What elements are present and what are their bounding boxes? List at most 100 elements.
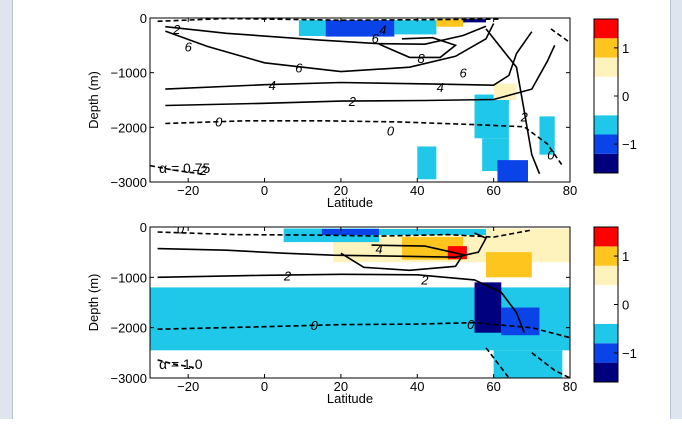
colorbar-swatch xyxy=(594,362,618,382)
contour-line xyxy=(165,120,564,167)
x-axis-label: Latitude xyxy=(327,391,373,406)
contour-label: 6 xyxy=(372,31,380,46)
contour-line xyxy=(157,18,502,23)
colorbar-swatch xyxy=(594,304,618,324)
x-tick-label: 60 xyxy=(486,183,500,198)
x-tick-label: 20 xyxy=(334,379,348,394)
contour-label: 0 xyxy=(467,317,475,332)
shaded-cell xyxy=(298,20,326,37)
shaded-cell xyxy=(493,350,563,378)
contour-line xyxy=(165,25,487,46)
contour-line xyxy=(165,44,556,107)
colorbar: −1 0 1 xyxy=(593,226,637,383)
x-axis-label: Latitude xyxy=(327,195,373,210)
shaded-cell xyxy=(321,229,380,236)
contour-label: 4 xyxy=(375,242,382,257)
axes-box xyxy=(149,17,571,183)
shaded-cell xyxy=(394,20,437,35)
shaded-cell xyxy=(379,229,486,236)
colorbar-swatch xyxy=(594,246,618,266)
x-tick-label: 40 xyxy=(410,183,424,198)
contour-label: 4 xyxy=(379,22,386,37)
contour-label: 4 xyxy=(269,78,276,93)
shaded-cell xyxy=(493,83,517,100)
window-left-edge xyxy=(0,0,13,419)
y-tick-label: −2000 xyxy=(110,321,147,336)
colorbar-tick-label: 1 xyxy=(622,41,629,56)
shaded-cell xyxy=(474,94,509,139)
colorbar-swatch xyxy=(594,38,618,58)
contour-label: 4 xyxy=(437,80,444,95)
x-tick-label: 20 xyxy=(334,183,348,198)
axes-box xyxy=(149,226,571,379)
contour-line xyxy=(165,31,533,90)
x-tick-label: −20 xyxy=(177,183,199,198)
contour-label: 2 xyxy=(283,268,292,283)
colorbar-tick-label: 1 xyxy=(622,249,629,264)
y-tick-label: −3000 xyxy=(110,175,147,190)
shaded-cell xyxy=(539,116,555,155)
colorbar-tick-label: 0 xyxy=(622,298,629,313)
colorbar-swatch xyxy=(594,19,618,39)
shaded-cell xyxy=(497,160,528,182)
contour-label: 0 xyxy=(387,124,395,139)
y-tick-label: 0 xyxy=(140,11,147,26)
window-right-edge xyxy=(670,0,682,419)
contour-label: 6 xyxy=(459,66,467,81)
colorbar-swatch xyxy=(594,57,618,77)
shaded-cell xyxy=(436,19,464,27)
colorbar-swatch xyxy=(594,343,618,363)
contour-label: 8 xyxy=(417,51,425,66)
colorbar-swatch xyxy=(594,134,618,154)
plot-area: 0 4 2 2 0 0 xyxy=(150,222,570,378)
x-tick-label: 0 xyxy=(261,379,268,394)
contour-label: −2 xyxy=(192,163,208,178)
x-tick-label: 80 xyxy=(563,379,577,394)
contour-line xyxy=(157,321,570,339)
y-tick-label: −1000 xyxy=(110,270,147,285)
contour-line xyxy=(157,229,532,238)
contour-label: 0 xyxy=(311,318,319,333)
panel-2: 042 20 0−20 0 20 40 60 80Latitude0−1000−2000−30… xyxy=(86,220,637,406)
alpha-annotation: α = 1.0 xyxy=(159,356,203,372)
contour-line xyxy=(165,23,495,73)
colorbar-tick-label: −1 xyxy=(622,346,637,361)
x-tick-label: 40 xyxy=(410,379,424,394)
colorbar-swatch xyxy=(594,76,618,96)
shaded-cell xyxy=(463,19,486,23)
contour-label: 0 xyxy=(177,222,185,237)
y-tick-label: −1000 xyxy=(110,66,147,81)
colorbar-swatch xyxy=(594,96,618,116)
contour-label: 6 xyxy=(185,39,193,54)
colorbar-swatch xyxy=(594,285,618,305)
colorbar-swatch xyxy=(594,115,618,135)
contour-line xyxy=(485,28,541,175)
contour-label: 2 xyxy=(172,22,181,37)
colorbar: −1 0 1 xyxy=(593,18,637,174)
colorbar-swatch xyxy=(594,227,618,247)
contour-line xyxy=(150,164,204,176)
shaded-cell xyxy=(325,20,395,37)
y-tick-label: 0 xyxy=(140,220,147,235)
y-tick-label: −2000 xyxy=(110,120,147,135)
contour-label: 2 xyxy=(348,94,357,109)
colorbar-tick-label: −1 xyxy=(622,137,637,152)
x-tick-label: 60 xyxy=(486,379,500,394)
colorbar-swatch xyxy=(594,153,618,173)
contour-line xyxy=(378,36,458,59)
contour-line xyxy=(550,28,570,44)
shaded-cell xyxy=(417,146,437,180)
contour-line xyxy=(531,352,570,378)
colorbar-tick-label: 0 xyxy=(622,89,629,104)
y-axis-label: Depth (m) xyxy=(86,71,101,129)
contour-label: 0 xyxy=(547,148,555,163)
contour-line xyxy=(157,232,488,259)
y-tick-label: −3000 xyxy=(110,371,147,386)
colorbar-swatch xyxy=(594,323,618,344)
contour-line xyxy=(340,244,465,272)
x-tick-label: 80 xyxy=(563,183,577,198)
